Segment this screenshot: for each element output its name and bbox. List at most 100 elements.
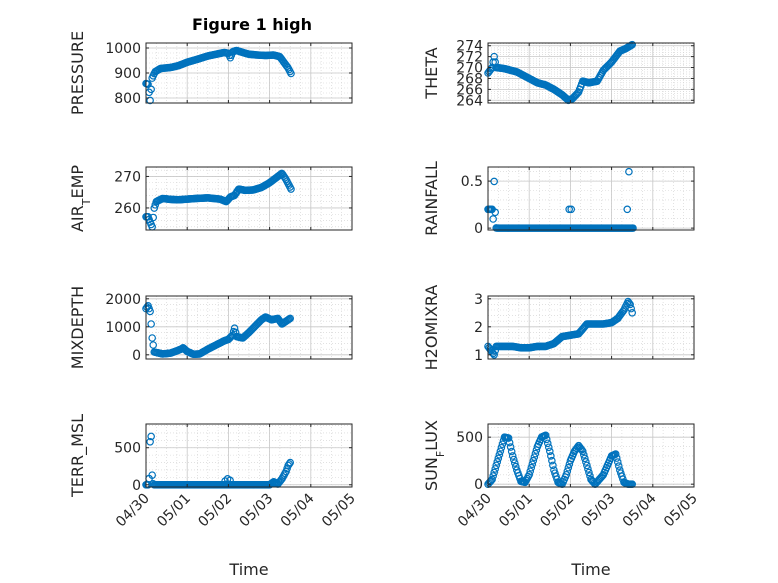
y-axis-label: MIXDEPTH <box>68 286 87 369</box>
data-point <box>613 458 622 466</box>
y-tick-label: 264 <box>456 93 483 109</box>
y-tick-label: 1 <box>474 348 483 364</box>
data-point <box>583 461 591 470</box>
data-point <box>492 461 501 470</box>
data-point <box>579 450 588 459</box>
data-point <box>526 467 535 476</box>
x-tick-label: 05/02 <box>537 491 577 531</box>
data-point <box>497 443 506 452</box>
data-point <box>544 443 553 452</box>
x-tick-label: 05/01 <box>496 491 536 531</box>
data-point <box>615 462 623 470</box>
axes-box <box>487 295 695 360</box>
data-point <box>573 89 582 97</box>
y-tick-label: 2 <box>474 320 483 336</box>
subplot-h2omixra: 1 2 3 H2OMIXRA <box>422 285 695 370</box>
y-tick-label: 260 <box>114 201 141 217</box>
y-tick-label: 2000 <box>105 292 141 308</box>
subplot-mixdepth: 0 1000 2000 MIXDEPTH <box>68 286 353 369</box>
data-point <box>525 470 534 479</box>
data-point <box>506 443 515 451</box>
y-tick-label: 0 <box>474 221 483 237</box>
data-point <box>147 432 155 441</box>
data-point <box>548 456 556 465</box>
data-point <box>146 307 154 316</box>
data-point <box>226 476 234 485</box>
plot-area <box>488 167 694 230</box>
axes-box <box>145 423 353 488</box>
data-point <box>578 447 587 456</box>
y-tick-label: 266 <box>456 82 483 98</box>
data-point <box>147 320 155 328</box>
subplot-rainfall: 0 0.5 RAINFALL <box>422 161 695 237</box>
y-tick-label: 0.5 <box>461 174 483 190</box>
data-point <box>628 40 637 49</box>
data-point <box>623 205 632 214</box>
x-tick-label: 05/02 <box>195 491 235 531</box>
data-point <box>488 475 496 484</box>
data-point <box>149 213 158 222</box>
data-point <box>582 458 590 466</box>
data-point <box>542 435 551 444</box>
data-point <box>286 458 295 467</box>
y-tick-label: 272 <box>456 50 483 66</box>
data-point <box>562 470 571 479</box>
data-point <box>493 458 502 466</box>
data-point <box>491 465 500 473</box>
x-tick-label: 05/05 <box>319 491 359 531</box>
y-tick-label: 1000 <box>105 41 141 57</box>
data-point <box>585 468 593 477</box>
data-point <box>489 215 497 223</box>
data-point <box>486 478 494 486</box>
data-point <box>563 467 572 476</box>
data-point <box>612 454 621 462</box>
data-point <box>148 471 156 479</box>
plot-area <box>146 424 352 487</box>
x-tick-label: 04/30 <box>455 491 495 531</box>
x-axis-label: Time <box>570 560 610 579</box>
subplot-air-temp: 260 270 AIRTEMP <box>68 165 353 232</box>
y-axis-label: RAINFALL <box>422 161 441 236</box>
y-axis-label: SUNFLUX <box>422 420 447 491</box>
data-point <box>547 452 555 460</box>
data-point <box>543 439 552 448</box>
data-point <box>146 437 154 446</box>
y-axis-label: TERR_MSL <box>68 414 88 498</box>
data-point <box>286 314 295 323</box>
data-point <box>541 431 550 440</box>
data-point <box>494 454 503 463</box>
data-point <box>531 449 540 458</box>
y-axis-label: THETA <box>422 47 441 99</box>
y-axis-label: PRESSURE <box>68 31 87 115</box>
y-tick-label: 0 <box>132 348 141 364</box>
data-point <box>146 96 154 105</box>
y-tick-label: 274 <box>456 39 483 55</box>
y-tick-label: 500 <box>114 441 141 457</box>
axes-box <box>487 166 695 231</box>
data-point <box>490 468 498 477</box>
data-point <box>549 461 557 470</box>
data-point <box>629 224 637 232</box>
y-tick-label: 268 <box>456 71 483 87</box>
data-point <box>584 465 592 473</box>
data-point <box>495 450 504 459</box>
data-point <box>496 447 505 456</box>
data-point <box>545 447 554 456</box>
y-tick-label: 500 <box>456 430 483 446</box>
data-point <box>611 450 620 458</box>
data-point <box>528 460 537 469</box>
data-point <box>567 205 576 214</box>
data-point <box>625 167 633 176</box>
data-point <box>565 205 573 214</box>
data-point <box>586 472 594 480</box>
data-point <box>491 208 500 217</box>
data-point <box>509 455 518 464</box>
data-point <box>230 324 239 333</box>
x-tick-label: 05/04 <box>278 490 318 530</box>
data-point <box>581 454 589 463</box>
data-point <box>489 472 497 480</box>
data-point <box>504 434 513 442</box>
axes-box <box>487 423 695 488</box>
